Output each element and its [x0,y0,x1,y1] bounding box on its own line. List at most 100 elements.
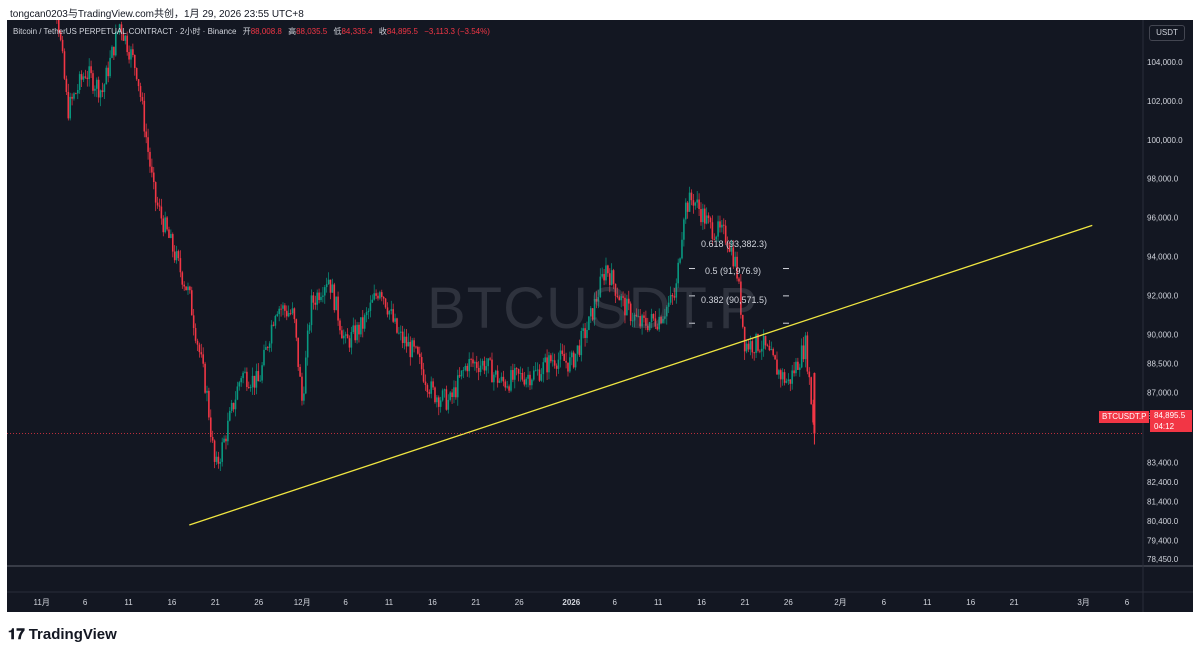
candle-body [707,215,710,219]
candle-body [137,79,140,87]
candle-body [263,349,265,366]
candle-body [432,381,434,388]
candle-body [570,352,573,358]
candle-body [426,385,429,393]
candle-body [472,359,474,364]
candle-body [95,79,98,89]
x-tick-label: 2026 [562,598,580,607]
candle-body [145,131,147,138]
candle-body [124,35,127,41]
candle-body [399,331,402,333]
tradingview-logo[interactable]: 𝟏𝟕 TradingView [8,626,117,643]
candle-body [656,326,659,330]
candle-body [183,284,185,287]
candle-body [428,392,431,394]
candle-body [80,74,83,80]
candle-body [506,386,508,388]
candle-body [624,297,626,316]
candle-body [601,274,603,277]
candle-body [673,296,676,298]
x-tick-label: 26 [515,598,524,607]
fib-label-0382: 0.382 (90,571.5) [701,295,768,305]
candle-body [386,307,389,315]
candle-body [793,370,795,374]
candle-body [696,199,698,203]
candle-body [479,365,482,373]
candle-body [645,317,647,326]
candle-body [331,284,334,293]
candle-body [762,335,765,349]
candle-body [86,77,89,80]
x-tick-label: 16 [966,598,975,607]
candle-body [373,293,375,300]
candle-body [306,330,309,358]
chart-frame[interactable]: 104,000.0 102,000.0 100,000.0 98,000.0 96,00… [7,20,1193,612]
candle-body [599,276,602,298]
candle-body [798,367,801,370]
legend-close-label: 收 [378,27,387,36]
candle-body [555,365,558,369]
candle-body [141,96,144,101]
candle-body [82,76,85,80]
x-tick-label: 6 [1125,598,1130,607]
candle-body [567,362,569,372]
candle-body [660,316,662,324]
y-tick-label: 81,400.0 [1147,498,1179,507]
candle-body [494,370,497,375]
candle-body [536,369,539,371]
candle-body [206,390,208,393]
y-tick-label: 92,000.0 [1147,291,1179,300]
candle-body [726,242,729,246]
candle-body [200,352,203,355]
candle-body [791,370,793,384]
candle-body [810,377,812,405]
candle-body [246,371,248,388]
candle-body [379,292,381,299]
candle-body [688,192,691,212]
candle-body [61,39,64,52]
candle-body [474,362,476,364]
candle-body [778,370,780,375]
candle-body [208,390,210,418]
candle-body [339,320,341,331]
candle-body [485,366,488,371]
candle-body [318,292,320,301]
y-tick-label: 78,450.0 [1147,555,1179,564]
tradingview-logo-icon: 𝟏𝟕 [8,626,25,643]
currency-unit-button[interactable]: USDT [1149,25,1185,41]
y-tick-label: 104,000.0 [1147,58,1183,67]
candle-body [658,316,660,330]
candle-body [287,313,290,317]
candle-body [437,397,440,407]
candle-body [405,336,408,347]
candle-body [107,67,109,77]
candle-body [348,338,351,348]
price-chart[interactable]: 104,000.0 102,000.0 100,000.0 98,000.0 96,00… [7,20,1193,612]
candle-body [800,345,803,368]
candle-body [721,224,723,228]
candle-body [588,316,590,330]
candle-body [768,345,771,351]
candle-body [496,370,499,383]
candle-body [665,306,668,317]
candle-body [259,380,261,382]
symbol-watermark: BTCUSDT.P [427,276,759,341]
candle-body [586,329,588,338]
candle-body [631,320,634,322]
candle-body [498,380,501,383]
candle-body [352,325,355,333]
candle-body [242,372,244,379]
candle-body [99,90,102,98]
candle-body [667,302,670,307]
candle-body [356,324,358,341]
candle-body [766,345,769,347]
candle-body [686,202,689,212]
candle-body [591,308,594,320]
candle-body [610,270,613,286]
candle-body [445,389,448,410]
candle-body [671,295,674,297]
candle-body [65,78,68,92]
candle-body [113,46,115,56]
candle-body [173,251,176,261]
candle-body [160,206,163,219]
